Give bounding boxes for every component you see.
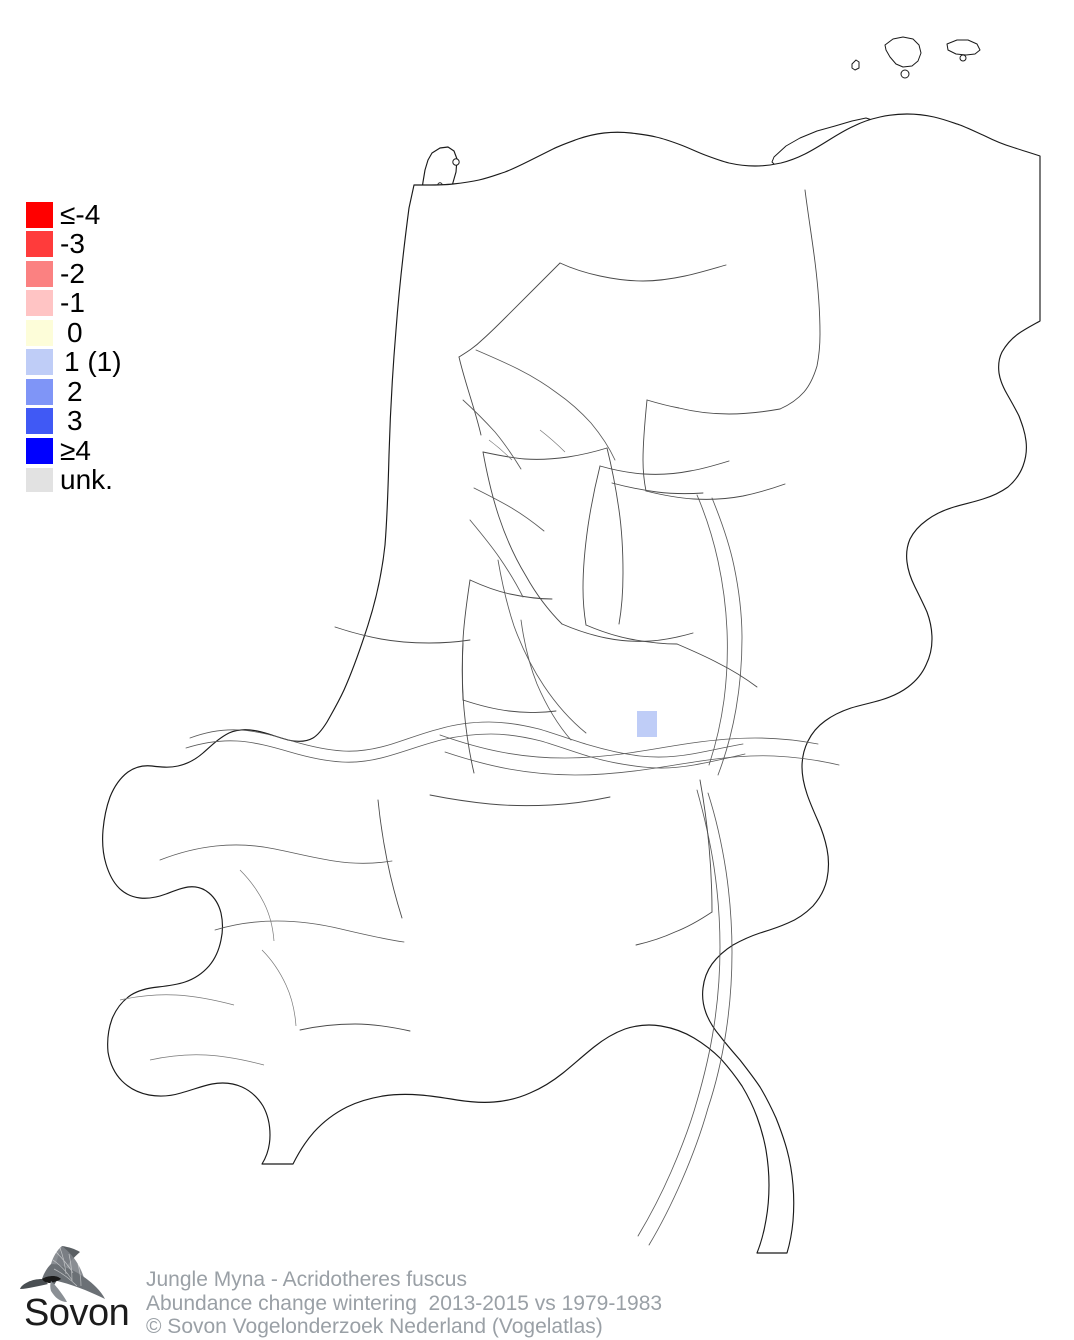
legend-label: unk. (60, 464, 113, 496)
legend-swatch (26, 319, 53, 346)
sovon-wordmark: Sovon (24, 1292, 130, 1334)
legend-swatch (26, 378, 53, 405)
map-subtitle: Abundance change wintering 2013-2015 vs … (146, 1291, 663, 1315)
legend-swatch (26, 290, 53, 317)
legend-swatch (26, 408, 53, 435)
legend-swatch (26, 468, 53, 493)
legend-label: -3 (60, 228, 85, 260)
legend-item[interactable]: 0 (26, 318, 196, 348)
legend-item[interactable]: ≤-4 (26, 200, 196, 230)
species-name: Jungle Myna - Acridotheres fuscus (146, 1268, 467, 1291)
legend-swatch (26, 437, 53, 464)
legend-swatch (26, 201, 53, 228)
legend-item[interactable]: -1 (26, 289, 196, 319)
legend-swatch (26, 231, 53, 258)
legend-item[interactable]: 3 (26, 407, 196, 437)
swallow-bird-icon (20, 1246, 105, 1302)
legend-item[interactable]: -2 (26, 259, 196, 289)
legend-swatch (26, 349, 53, 376)
legend-label: 0 (67, 316, 83, 348)
legend-label: -1 (60, 287, 85, 319)
small-island (452, 158, 460, 166)
province-boundaries (299, 189, 821, 1032)
sovon-logo[interactable]: Sovon (20, 1244, 130, 1336)
footer: Sovon Jungle Myna - Acridotheres fuscus … (20, 1244, 1054, 1340)
legend-label: ≥4 (60, 434, 91, 466)
legend: ≤-4 -3 -2 -1 0 1 (1) 2 3 (26, 200, 196, 495)
legend-swatch (26, 260, 53, 287)
legend-item[interactable]: -3 (26, 230, 196, 260)
netherlands-mainland-outline (102, 113, 1041, 1254)
delta-waterways (119, 721, 746, 1066)
legend-item[interactable]: ≥4 (26, 436, 196, 466)
legend-item[interactable]: 1 (1) (26, 348, 196, 378)
legend-label: 1 (1) (64, 346, 122, 378)
legend-label: 3 (67, 405, 83, 437)
data-square[interactable] (637, 711, 657, 737)
ijsselmeer (462, 349, 616, 598)
legend-label: -2 (60, 257, 85, 289)
map-svg (102, 36, 1041, 1254)
data-squares-layer[interactable] (637, 711, 657, 737)
netherlands-map[interactable] (0, 0, 1074, 1260)
legend-item[interactable]: unk. (26, 466, 196, 496)
legend-label: 2 (67, 375, 83, 407)
legend-item[interactable]: 2 (26, 377, 196, 407)
caption-block: Jungle Myna - Acridotheres fuscus Abunda… (146, 1268, 662, 1339)
legend-label: ≤-4 (60, 198, 101, 230)
copyright-line: © Sovon Vogelonderzoek Nederland (Vogela… (146, 1315, 603, 1338)
